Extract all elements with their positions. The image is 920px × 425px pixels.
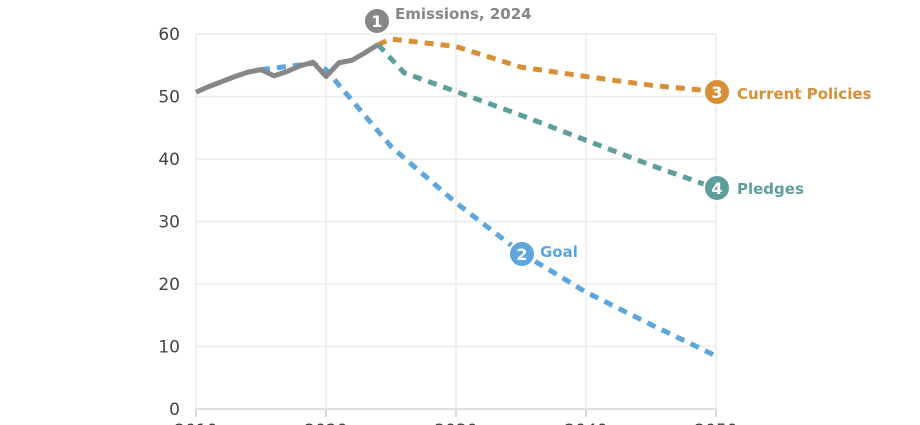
x-tick-label: 2040	[564, 421, 607, 425]
y-tick-label: 30	[158, 213, 180, 233]
y-tick-label: 0	[169, 400, 180, 420]
series-label-current: Current Policies	[737, 85, 872, 103]
marker-emissions	[363, 7, 391, 35]
y-tick-label: 40	[158, 150, 180, 170]
marker-goal	[508, 240, 536, 268]
series-line-emissions	[195, 42, 380, 95]
y-tick-label: 20	[158, 275, 180, 295]
marker-current	[703, 78, 731, 106]
y-tick-label: 60	[158, 25, 180, 45]
series-line-pledges	[376, 42, 717, 191]
marker-number: 2	[516, 245, 527, 264]
series-label-pledges: Pledges	[737, 180, 804, 198]
series-line-current	[377, 36, 717, 94]
marker-number: 4	[711, 179, 722, 198]
x-tick-label: 2050	[694, 421, 737, 425]
x-tick-label: 2020	[304, 421, 347, 425]
series-line-goal	[260, 60, 718, 359]
series-label-goal: Goal	[540, 243, 578, 261]
marker-number: 3	[711, 83, 722, 102]
series-label-emissions: Emissions, 2024	[395, 5, 532, 23]
marker-pledges	[703, 174, 731, 202]
marker-number: 1	[371, 12, 382, 31]
y-tick-label: 10	[158, 338, 180, 358]
y-tick-label: 50	[158, 88, 180, 108]
x-tick-label: 2010	[174, 421, 217, 425]
